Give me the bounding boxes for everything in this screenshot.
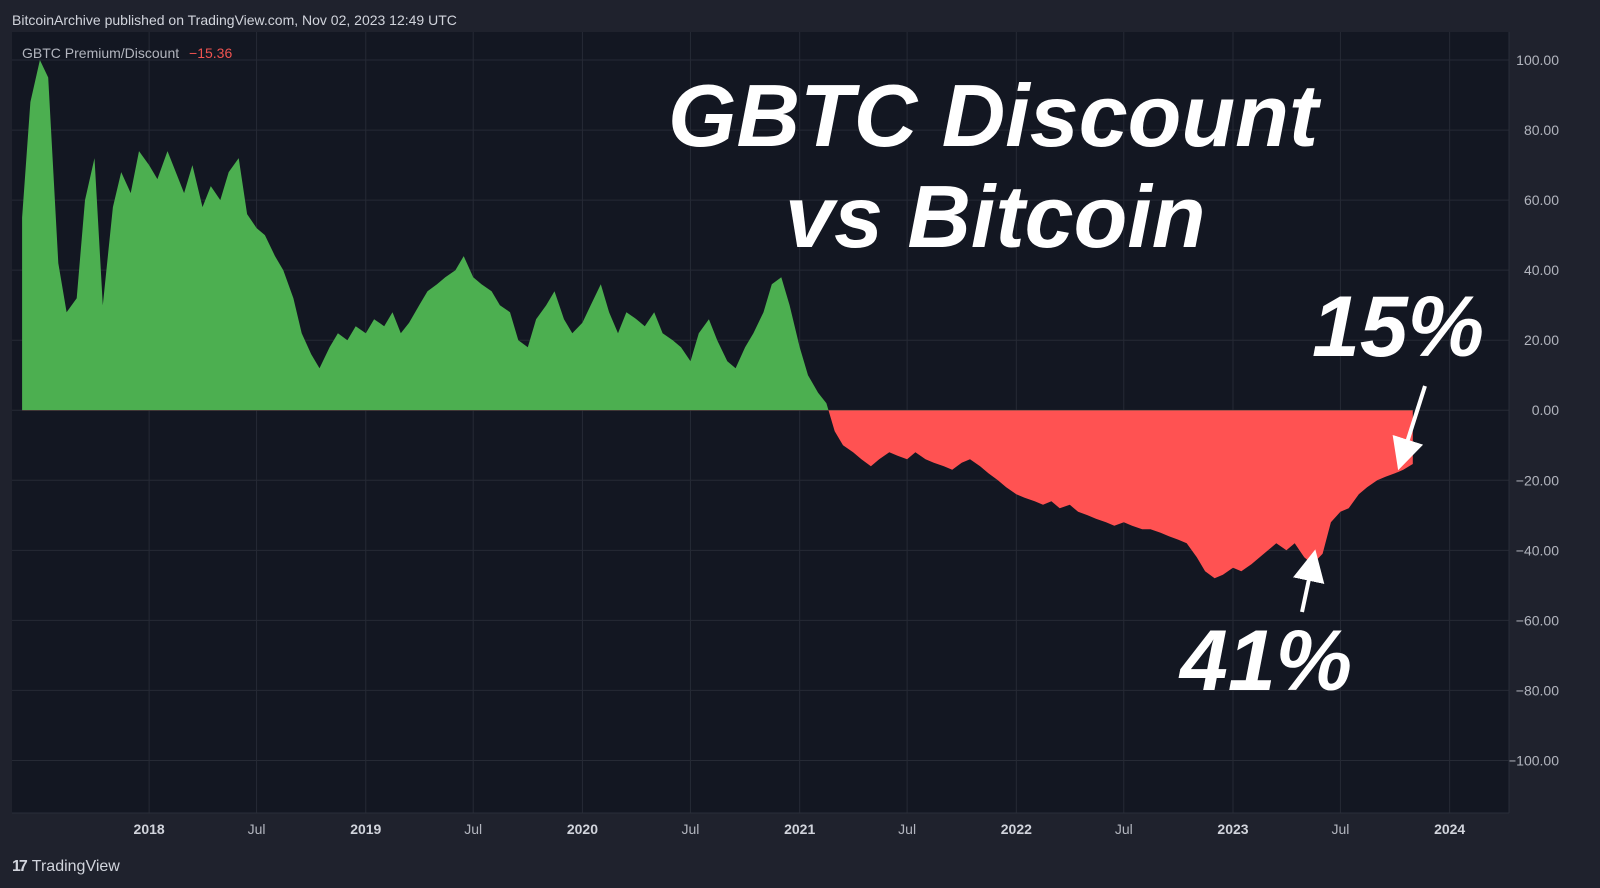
area-negative xyxy=(828,410,1413,579)
y-tick-label: 60.00 xyxy=(1524,192,1559,208)
y-tick-label: −80.00 xyxy=(1516,682,1559,698)
y-tick-label: 100.00 xyxy=(1516,52,1559,68)
y-tick-label: 0.00 xyxy=(1532,402,1559,418)
arrow-15-icon xyxy=(1392,385,1427,471)
y-tick-label: −20.00 xyxy=(1516,472,1559,488)
axes: 100.00 80.00 60.00 40.00 20.00 0.00 −20.00 −40.… xyxy=(12,32,1559,837)
x-tick-label: Jul xyxy=(1331,821,1349,837)
area-positive xyxy=(22,60,1413,411)
x-tick-label: 2019 xyxy=(350,821,381,837)
annotation-arrows xyxy=(1293,385,1427,613)
y-tick-label: 40.00 xyxy=(1524,262,1559,278)
y-tick-label: 80.00 xyxy=(1524,122,1559,138)
brand-name: TradingView xyxy=(31,858,120,875)
annotation-41-percent: 41% xyxy=(1180,613,1353,709)
x-tick-label: 2018 xyxy=(134,821,165,837)
y-tick-label: −40.00 xyxy=(1516,542,1559,558)
y-tick-label: −60.00 xyxy=(1516,612,1559,628)
legend-series-name: GBTC Premium/Discount xyxy=(22,45,180,61)
x-tick-label: 2023 xyxy=(1217,821,1248,837)
x-tick-label: 2022 xyxy=(1001,821,1032,837)
x-tick-label: 2020 xyxy=(567,821,598,837)
x-tick-label: Jul xyxy=(1115,821,1133,837)
x-tick-label: Jul xyxy=(464,821,482,837)
tradingview-logo-icon: 17 xyxy=(12,858,28,875)
x-tick-label: Jul xyxy=(898,821,916,837)
arrow-41-icon xyxy=(1293,549,1325,613)
title-line-2: vs Bitcoin xyxy=(785,167,1206,266)
x-tick-label: 2024 xyxy=(1434,821,1465,837)
x-tick-label: Jul xyxy=(682,821,700,837)
y-tick-label: −100.00 xyxy=(1508,752,1559,768)
publisher-header: BitcoinArchive published on TradingView.… xyxy=(12,12,457,28)
area-series xyxy=(22,60,1413,579)
x-tick-label: 2021 xyxy=(784,821,815,837)
series-legend: GBTC Premium/Discount −15.36 xyxy=(22,45,232,61)
annotation-15-percent: 15% xyxy=(1312,279,1485,375)
x-tick-label: Jul xyxy=(248,821,266,837)
legend-current-value: −15.36 xyxy=(189,45,233,61)
y-tick-label: 20.00 xyxy=(1524,332,1559,348)
title-line-1: GBTC Discount xyxy=(668,66,1319,165)
footer-brand[interactable]: 17 TradingView xyxy=(12,858,120,876)
